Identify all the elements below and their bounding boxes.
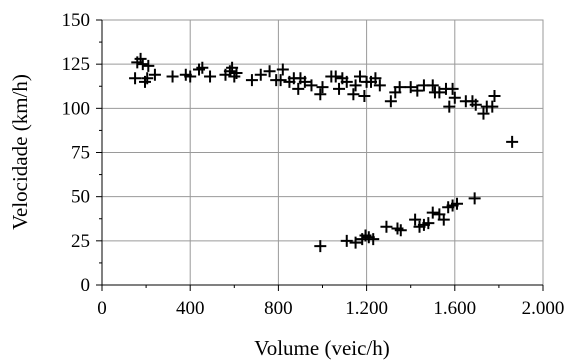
data-point bbox=[506, 135, 519, 148]
data-point bbox=[373, 79, 386, 92]
data-point bbox=[349, 236, 362, 249]
data-point bbox=[393, 81, 406, 94]
grid-lines bbox=[102, 20, 543, 285]
data-point bbox=[426, 206, 439, 219]
x-tick-label: 1.600 bbox=[433, 298, 476, 319]
data-point bbox=[298, 75, 311, 88]
data-point bbox=[422, 217, 435, 230]
y-tick-label: 25 bbox=[71, 231, 90, 252]
y-axis-label: Velocidade (km/h) bbox=[8, 74, 32, 230]
data-point bbox=[433, 86, 446, 99]
data-point bbox=[333, 82, 346, 95]
data-point bbox=[142, 59, 155, 72]
data-point bbox=[469, 98, 482, 111]
data-point bbox=[394, 224, 407, 237]
data-point bbox=[305, 79, 318, 92]
data-point bbox=[349, 79, 362, 92]
data-point bbox=[196, 61, 209, 74]
x-tick-label: 800 bbox=[264, 298, 293, 319]
data-point bbox=[129, 72, 142, 85]
data-point bbox=[314, 240, 327, 253]
data-point bbox=[292, 82, 305, 95]
data-point bbox=[134, 52, 147, 65]
x-tick-label: 400 bbox=[176, 298, 205, 319]
data-point bbox=[340, 75, 353, 88]
data-point bbox=[254, 68, 267, 81]
data-point bbox=[369, 72, 382, 85]
data-point bbox=[204, 70, 217, 83]
data-point bbox=[274, 74, 287, 87]
data-points bbox=[129, 52, 519, 253]
data-point bbox=[380, 220, 393, 233]
data-point bbox=[404, 81, 417, 94]
y-tick-label: 150 bbox=[62, 10, 91, 31]
data-point bbox=[353, 70, 366, 83]
x-axis: 0 400 800 1.200 1.600 2.000 bbox=[97, 285, 564, 319]
y-axis: 0 25 50 75 100 125 150 bbox=[62, 10, 102, 296]
data-point bbox=[340, 234, 353, 247]
data-point bbox=[347, 88, 360, 101]
data-point bbox=[486, 100, 499, 113]
data-point bbox=[166, 70, 179, 83]
data-point bbox=[329, 70, 342, 83]
y-tick-label: 125 bbox=[62, 54, 91, 75]
data-point bbox=[384, 95, 397, 108]
data-point bbox=[468, 192, 481, 205]
data-point bbox=[411, 84, 424, 97]
x-axis-label: Volume (veic/h) bbox=[254, 336, 390, 360]
data-point bbox=[148, 68, 161, 81]
data-point bbox=[245, 74, 258, 87]
data-point bbox=[443, 100, 456, 113]
data-point bbox=[477, 107, 490, 120]
data-point bbox=[230, 67, 243, 79]
data-point bbox=[358, 89, 371, 102]
y-tick-label: 50 bbox=[71, 187, 90, 208]
x-tick-label: 2.000 bbox=[522, 298, 565, 319]
y-tick-label: 75 bbox=[71, 143, 90, 164]
x-tick-label: 0 bbox=[97, 298, 107, 319]
data-point bbox=[437, 213, 450, 226]
data-point bbox=[316, 81, 329, 94]
y-tick-label: 100 bbox=[62, 98, 91, 119]
data-point bbox=[184, 70, 197, 83]
data-point bbox=[263, 65, 276, 78]
data-point bbox=[488, 89, 501, 102]
data-point bbox=[276, 63, 289, 76]
data-point bbox=[426, 79, 439, 92]
x-tick-label: 1.200 bbox=[345, 298, 388, 319]
data-point bbox=[448, 91, 461, 104]
data-point bbox=[136, 58, 149, 71]
data-point bbox=[367, 233, 380, 246]
y-tick-label: 0 bbox=[81, 275, 91, 296]
data-point bbox=[446, 82, 459, 95]
data-point bbox=[141, 72, 154, 85]
data-point bbox=[314, 88, 327, 101]
data-point bbox=[451, 197, 464, 210]
data-point bbox=[409, 213, 422, 226]
